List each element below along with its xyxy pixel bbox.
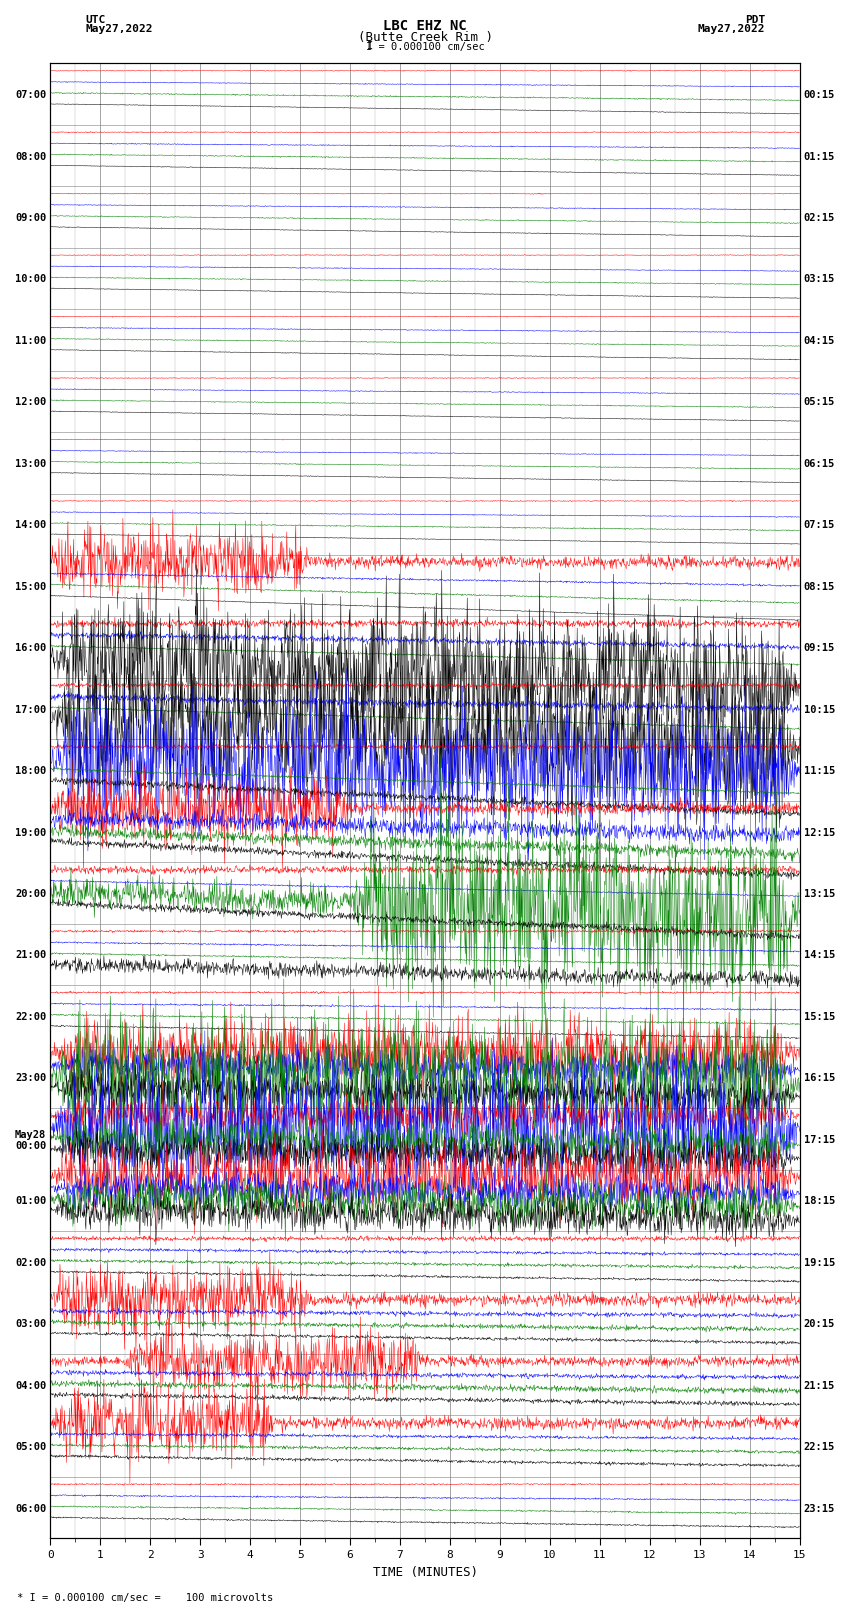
Text: May27,2022: May27,2022 [698,24,765,34]
Text: UTC: UTC [85,15,105,24]
Text: PDT: PDT [745,15,765,24]
Text: * I = 0.000100 cm/sec =    100 microvolts: * I = 0.000100 cm/sec = 100 microvolts [17,1594,273,1603]
Text: May27,2022: May27,2022 [85,24,152,34]
Text: LBC EHZ NC: LBC EHZ NC [383,19,467,34]
Text: I = 0.000100 cm/sec: I = 0.000100 cm/sec [366,42,484,52]
Text: (Butte Creek Rim ): (Butte Creek Rim ) [358,31,492,44]
Text: I: I [366,40,373,52]
X-axis label: TIME (MINUTES): TIME (MINUTES) [372,1566,478,1579]
